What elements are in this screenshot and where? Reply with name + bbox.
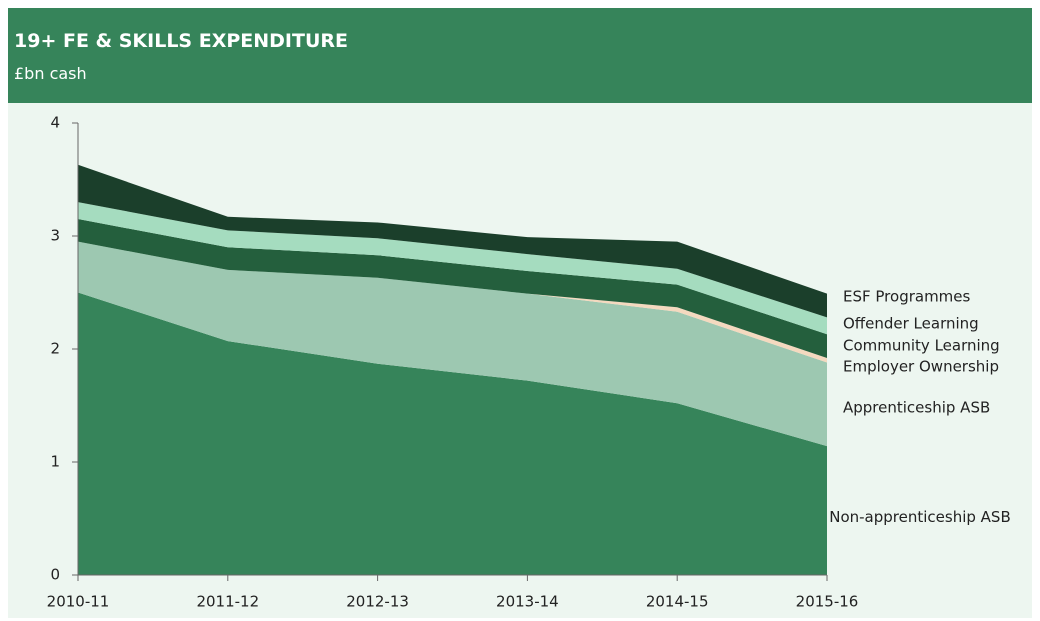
area	[78, 164, 827, 318]
x-tick-label: 2011-12	[196, 593, 259, 611]
x-tick-label: 2015-16	[796, 593, 859, 611]
x-tick-label: 2010-11	[47, 593, 110, 611]
area	[78, 202, 827, 335]
series-label: Employer Ownership	[843, 358, 999, 376]
series-label: Offender Learning	[843, 315, 979, 333]
y-tick-label: 4	[50, 114, 60, 132]
area	[78, 292, 827, 575]
chart-subtitle: £bn cash	[14, 64, 87, 83]
x-tick-label: 2012-13	[346, 593, 409, 611]
series-label: ESF Programmes	[843, 288, 971, 306]
series-label: Apprenticeship ASB	[843, 399, 990, 417]
area	[78, 241, 827, 447]
area	[78, 219, 827, 359]
y-tick-label: 3	[50, 227, 60, 245]
series-label: Non-apprenticeship ASB	[829, 508, 1011, 526]
chart-title: 19+ FE & SKILLS EXPENDITURE	[14, 30, 348, 52]
y-tick-label: 0	[50, 566, 60, 584]
header: 19+ FE & SKILLS EXPENDITURE £bn cash	[8, 8, 1032, 103]
series-label: Community Learning	[843, 337, 1000, 355]
y-tick-label: 2	[50, 340, 60, 358]
x-tick-label: 2013-14	[496, 593, 559, 611]
chart: 0 1 2 3 4 2010-11 2011-12 2012-13 2013-14 2014-15…	[8, 103, 1032, 618]
y-tick-label: 1	[50, 453, 60, 471]
x-tick-label: 2014-15	[646, 593, 709, 611]
